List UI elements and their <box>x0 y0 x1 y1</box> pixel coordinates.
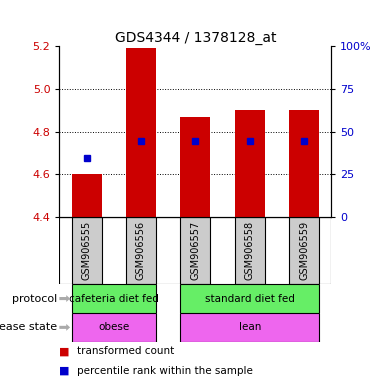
Text: ■: ■ <box>59 366 74 376</box>
Bar <box>289 110 319 217</box>
Text: GSM906555: GSM906555 <box>82 221 92 280</box>
Bar <box>235 110 265 217</box>
Bar <box>126 48 156 217</box>
Bar <box>126 217 156 284</box>
Bar <box>180 217 210 284</box>
Bar <box>72 284 156 313</box>
Bar <box>72 313 156 342</box>
Text: standard diet fed: standard diet fed <box>205 293 295 304</box>
Text: transformed count: transformed count <box>77 346 174 356</box>
Bar <box>235 217 265 284</box>
Text: GSM906557: GSM906557 <box>190 221 200 280</box>
Title: GDS4344 / 1378128_at: GDS4344 / 1378128_at <box>115 31 276 45</box>
Text: GSM906558: GSM906558 <box>245 221 255 280</box>
Text: percentile rank within the sample: percentile rank within the sample <box>77 366 252 376</box>
Bar <box>180 117 210 217</box>
Bar <box>180 313 319 342</box>
Text: disease state: disease state <box>0 322 57 333</box>
Text: protocol: protocol <box>12 293 57 304</box>
Text: cafeteria diet fed: cafeteria diet fed <box>69 293 159 304</box>
Text: GSM906556: GSM906556 <box>136 221 146 280</box>
Bar <box>289 217 319 284</box>
Bar <box>72 217 101 284</box>
Text: GSM906559: GSM906559 <box>299 221 309 280</box>
Text: lean: lean <box>239 322 261 333</box>
Text: ■: ■ <box>59 346 74 356</box>
Bar <box>180 284 319 313</box>
Text: obese: obese <box>98 322 129 333</box>
Bar <box>72 174 101 217</box>
